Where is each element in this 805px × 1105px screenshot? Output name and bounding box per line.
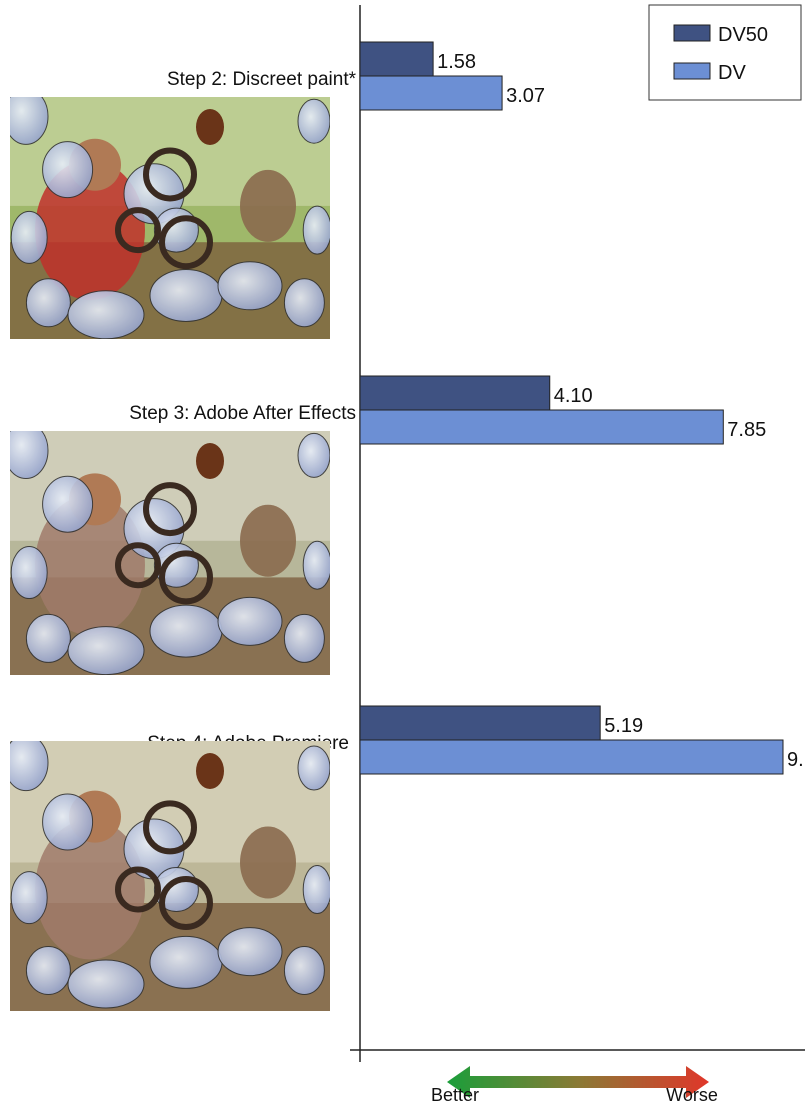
category-label-step2: Step 2: Discreet paint* [167, 69, 357, 90]
bars-group: 1.58 3.07 4.10 7.85 5.19 9.14 [359, 41, 805, 775]
bar-dv50-2 [359, 41, 434, 77]
legend: DV50 DV [648, 4, 802, 101]
legend-label-dv: DV [718, 62, 746, 84]
artwork-thumbnail [10, 431, 330, 675]
value-label-dv50-4: 5.19 [604, 715, 643, 737]
value-label-dv-4: 9.14 [787, 749, 805, 771]
worse-label: Worse [666, 1085, 718, 1105]
artwork-thumbnail [10, 97, 330, 339]
legend-label-dv50: DV50 [718, 24, 768, 46]
bar-dv50-4 [359, 705, 601, 741]
artwork-thumbnail [10, 741, 330, 1011]
value-label-dv-3: 7.85 [727, 419, 766, 441]
better-worse-arrow [447, 1066, 709, 1098]
thumbnails-group [10, 97, 330, 1011]
bar-dv-2 [359, 75, 503, 111]
legend-swatch-dv [673, 62, 711, 80]
bar-dv-3 [359, 409, 724, 445]
value-label-dv50-2: 1.58 [437, 51, 476, 73]
legend-swatch-dv50 [673, 24, 711, 42]
bar-dv50-3 [359, 375, 551, 411]
better-label: Better [431, 1085, 479, 1105]
value-label-dv-2: 3.07 [506, 85, 545, 107]
category-label-step3: Step 3: Adobe After Effects [129, 403, 356, 424]
value-label-dv50-3: 4.10 [554, 385, 593, 407]
bar-dv-4 [359, 739, 784, 775]
